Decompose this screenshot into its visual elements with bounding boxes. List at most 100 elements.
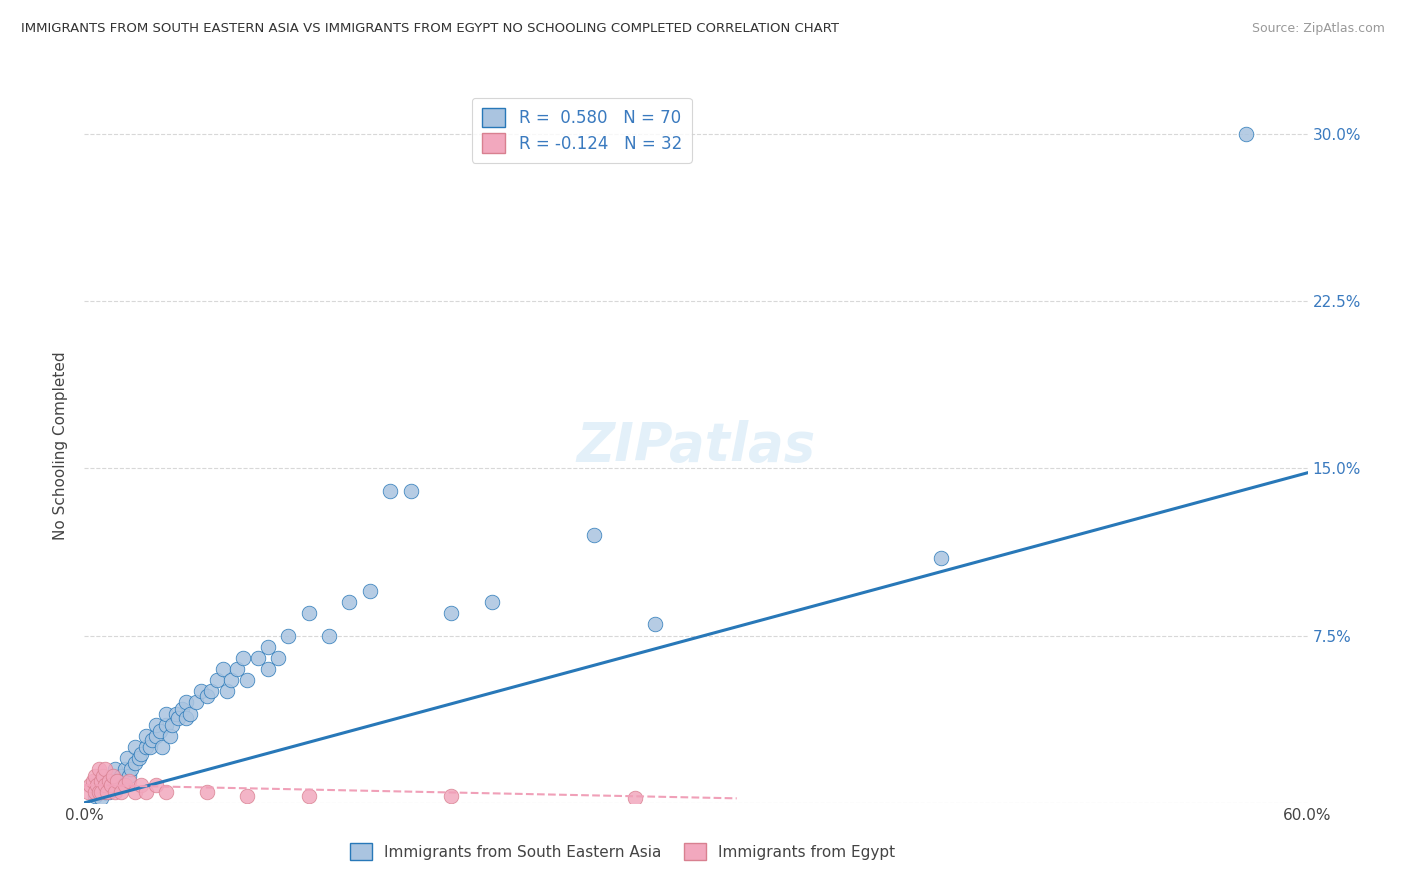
Point xyxy=(226,662,249,676)
Point xyxy=(440,789,463,803)
Point xyxy=(138,740,160,755)
Point xyxy=(212,662,235,676)
Point xyxy=(159,729,181,743)
Point xyxy=(145,717,167,731)
Point xyxy=(82,773,104,788)
Point xyxy=(141,733,163,747)
Point xyxy=(79,778,101,792)
Point xyxy=(167,711,190,725)
Point xyxy=(195,689,218,703)
Point xyxy=(86,778,108,792)
Point xyxy=(583,528,606,542)
Point xyxy=(131,747,153,761)
Point xyxy=(359,583,381,598)
Point xyxy=(124,740,146,755)
Point xyxy=(105,773,128,788)
Point xyxy=(115,751,138,765)
Point xyxy=(100,778,122,792)
Point xyxy=(236,789,259,803)
Point xyxy=(93,778,117,792)
Point xyxy=(77,785,100,799)
Point xyxy=(118,773,141,788)
Point xyxy=(131,778,153,792)
Point xyxy=(120,762,142,776)
Point xyxy=(124,785,146,799)
Point xyxy=(186,696,208,710)
Point xyxy=(155,785,177,799)
Point xyxy=(124,756,146,770)
Text: ZIPatlas: ZIPatlas xyxy=(576,420,815,472)
Point xyxy=(135,740,157,755)
Point xyxy=(97,773,120,788)
Y-axis label: No Schooling Completed: No Schooling Completed xyxy=(53,351,69,541)
Point xyxy=(87,785,110,799)
Point xyxy=(93,773,117,788)
Point xyxy=(83,789,105,803)
Point xyxy=(155,706,177,721)
Point xyxy=(624,791,647,805)
Point xyxy=(339,595,361,609)
Point xyxy=(114,762,136,776)
Point xyxy=(101,769,124,783)
Point xyxy=(481,595,503,609)
Point xyxy=(176,711,198,725)
Point xyxy=(155,717,177,731)
Point xyxy=(100,778,122,792)
Point xyxy=(105,773,128,788)
Point xyxy=(205,673,228,687)
Point xyxy=(179,706,201,721)
Point xyxy=(318,628,340,642)
Point xyxy=(929,550,952,565)
Point xyxy=(114,778,136,792)
Point xyxy=(217,684,239,698)
Point xyxy=(101,769,124,783)
Point xyxy=(91,769,114,783)
Point xyxy=(83,769,105,783)
Point xyxy=(110,785,132,799)
Point xyxy=(135,785,157,799)
Point xyxy=(267,651,290,665)
Point xyxy=(104,778,127,792)
Point xyxy=(298,607,321,621)
Point xyxy=(90,791,112,805)
Point xyxy=(190,684,212,698)
Point xyxy=(90,785,112,799)
Point xyxy=(1236,127,1258,141)
Point xyxy=(87,785,110,799)
Point xyxy=(200,684,222,698)
Legend: Immigrants from South Eastern Asia, Immigrants from Egypt: Immigrants from South Eastern Asia, Immi… xyxy=(344,837,901,866)
Point xyxy=(91,778,114,792)
Point xyxy=(149,724,172,739)
Point xyxy=(399,483,422,498)
Point xyxy=(96,785,118,799)
Point xyxy=(232,651,254,665)
Text: Source: ZipAtlas.com: Source: ZipAtlas.com xyxy=(1251,22,1385,36)
Point xyxy=(298,789,321,803)
Point xyxy=(104,785,127,799)
Point xyxy=(172,702,194,716)
Point xyxy=(97,785,120,799)
Point xyxy=(118,769,141,783)
Point xyxy=(440,607,463,621)
Point xyxy=(150,740,173,755)
Point xyxy=(219,673,242,687)
Point xyxy=(104,762,127,776)
Point xyxy=(93,785,117,799)
Text: IMMIGRANTS FROM SOUTH EASTERN ASIA VS IMMIGRANTS FROM EGYPT NO SCHOOLING COMPLET: IMMIGRANTS FROM SOUTH EASTERN ASIA VS IM… xyxy=(21,22,839,36)
Point xyxy=(644,617,666,632)
Point xyxy=(128,751,150,765)
Point xyxy=(236,673,259,687)
Point xyxy=(110,769,132,783)
Point xyxy=(257,662,280,676)
Point xyxy=(145,778,167,792)
Point xyxy=(108,773,131,788)
Point xyxy=(160,717,183,731)
Point xyxy=(195,785,218,799)
Point xyxy=(135,729,157,743)
Point xyxy=(83,785,105,799)
Point xyxy=(87,762,110,776)
Point xyxy=(145,729,167,743)
Point xyxy=(246,651,269,665)
Point xyxy=(112,778,135,792)
Point xyxy=(257,640,280,654)
